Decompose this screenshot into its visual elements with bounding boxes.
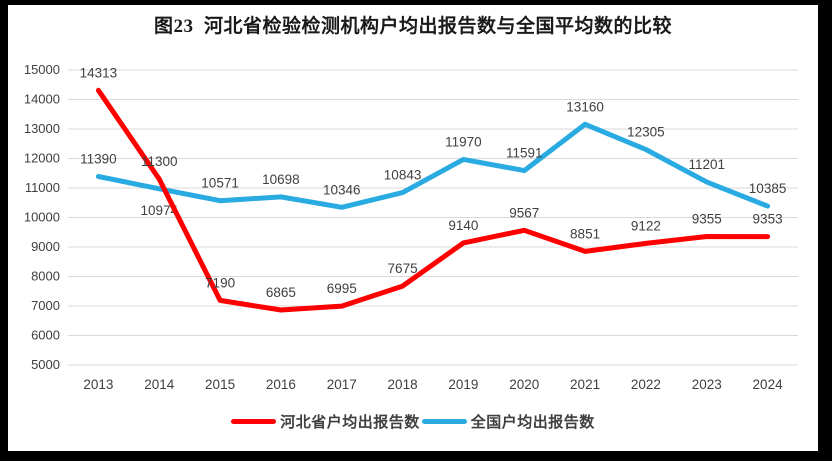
national-line-swatch — [421, 419, 467, 424]
y-tick-label: 12000 — [24, 151, 60, 166]
data-label: 11201 — [688, 157, 725, 172]
y-tick-label: 11000 — [25, 180, 60, 195]
data-label: 8851 — [570, 226, 600, 241]
data-label: 11591 — [506, 146, 543, 161]
x-tick-label: 2016 — [266, 377, 296, 392]
hebei-line-swatch — [231, 419, 277, 424]
data-label: 11300 — [141, 154, 178, 169]
legend-label-hebei: 河北省户均出报告数 — [280, 414, 420, 431]
y-tick-label: 14000 — [24, 92, 60, 107]
y-tick-label: 15000 — [24, 62, 60, 77]
data-label: 10346 — [323, 182, 361, 197]
y-tick-label: 8000 — [31, 269, 60, 284]
x-tick-label: 2015 — [205, 377, 235, 392]
series-line — [95, 87, 771, 313]
y-tick-label: 10000 — [24, 210, 60, 225]
legend-label-national: 全国户均出报告数 — [470, 414, 595, 431]
legend-item-hebei: 河北省户均出报告数 — [231, 411, 420, 432]
x-tick-label: 2013 — [83, 377, 113, 392]
data-label: 14313 — [80, 65, 118, 80]
x-tick-label: 2018 — [388, 377, 418, 392]
data-label: 9567 — [509, 205, 539, 220]
data-label: 10698 — [262, 172, 300, 187]
chart-title: 图23 河北省检验检测机构户均出报告数与全国平均数的比较 — [153, 16, 672, 37]
data-label: 11390 — [80, 151, 117, 166]
x-tick-label: 2017 — [327, 377, 357, 392]
chart-canvas: 5000 6000 7000 8000 9000 10000 11000 12000 13000… — [24, 62, 798, 392]
x-tick-label: 2021 — [570, 377, 600, 392]
y-tick-label: 5000 — [31, 357, 60, 372]
data-label: 11970 — [445, 134, 482, 149]
y-tick-label: 13000 — [24, 121, 60, 136]
x-tick-label: 2014 — [144, 377, 175, 392]
y-tick-label: 9000 — [31, 239, 60, 254]
x-tick-label: 2022 — [631, 377, 661, 392]
data-label: 10974 — [140, 203, 178, 218]
x-tick-label: 2020 — [509, 377, 539, 392]
data-label: 9122 — [631, 218, 661, 233]
data-label: 9355 — [692, 212, 722, 227]
data-label: 7675 — [388, 261, 418, 276]
data-label: 9353 — [753, 212, 783, 227]
data-label: 13160 — [566, 99, 604, 114]
legend-item-national: 全国户均出报告数 — [421, 411, 595, 432]
series-line — [95, 121, 771, 210]
data-label: 6995 — [327, 281, 357, 296]
data-label: 10843 — [384, 168, 422, 183]
data-label: 12305 — [627, 125, 665, 140]
data-label: 10385 — [749, 181, 787, 196]
y-tick-label: 7000 — [31, 298, 60, 313]
x-tick-label: 2023 — [692, 377, 722, 392]
y-tick-label: 6000 — [31, 328, 60, 343]
chart-legend: 河北省户均出报告数 全国户均出报告数 — [8, 411, 818, 432]
data-label: 10571 — [201, 176, 239, 191]
data-label: 9140 — [448, 218, 478, 233]
x-tick-label: 2019 — [448, 377, 478, 392]
data-label: 6865 — [266, 285, 296, 300]
x-tick-label: 2024 — [753, 377, 784, 392]
data-label: 7190 — [205, 275, 235, 290]
